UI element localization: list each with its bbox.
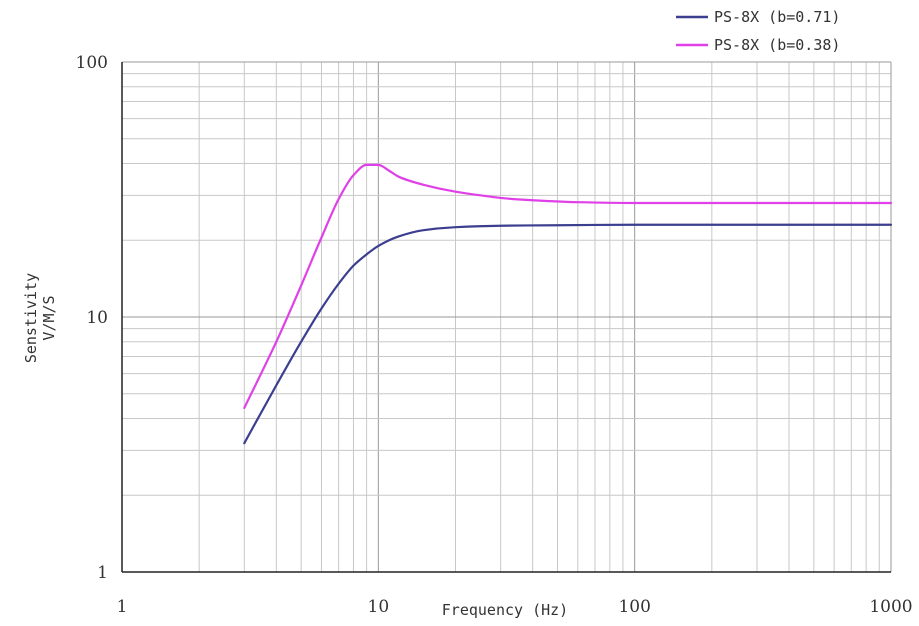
tick-labels: 1 10 100 1000 1 10 100 bbox=[76, 53, 913, 617]
series-line-b071 bbox=[243, 223, 893, 445]
series-lines bbox=[243, 163, 893, 445]
legend-label-b038: PS-8X (b=0.38) bbox=[714, 36, 840, 54]
legend-label-b071: PS-8X (b=0.71) bbox=[714, 8, 840, 26]
y-tick-label: 100 bbox=[76, 53, 108, 73]
y-axis-title-line-2: V/M/S bbox=[40, 295, 58, 340]
x-tick-label: 1 bbox=[117, 597, 128, 617]
y-axis-title-line-1: Senstivity bbox=[22, 273, 40, 363]
y-tick-label: 1 bbox=[97, 563, 108, 583]
series-line-b038 bbox=[243, 163, 893, 410]
legend: PS-8X (b=0.71) PS-8X (b=0.38) bbox=[676, 8, 840, 54]
grid bbox=[121, 61, 892, 573]
x-tick-label: 100 bbox=[618, 597, 650, 617]
x-tick-label: 1000 bbox=[869, 597, 912, 617]
y-axis-title: Senstivity V/M/S bbox=[22, 273, 58, 363]
y-tick-label: 10 bbox=[86, 308, 108, 328]
x-tick-label: 10 bbox=[368, 597, 390, 617]
x-axis-title: Frequency (Hz) bbox=[442, 601, 568, 619]
